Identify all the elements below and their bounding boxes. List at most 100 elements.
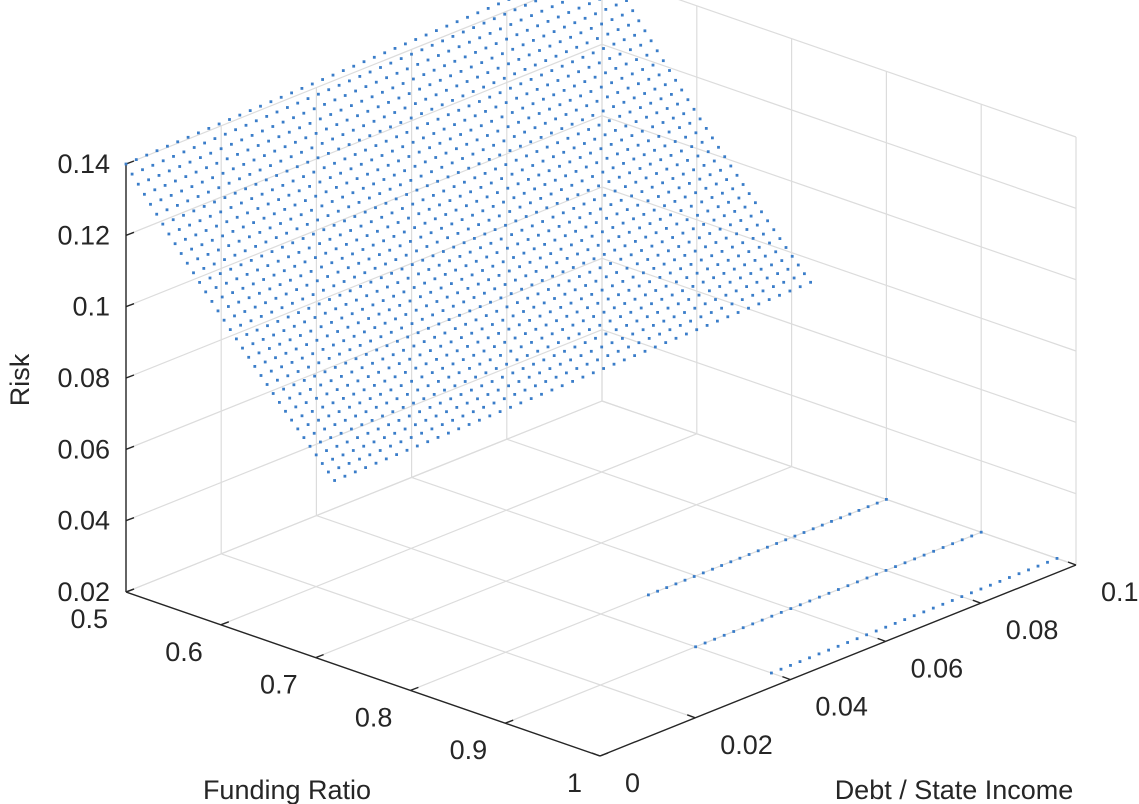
data-point: [884, 625, 888, 629]
data-point: [674, 336, 678, 340]
data-point: [571, 380, 574, 383]
data-point: [604, 332, 608, 336]
data-point: [730, 302, 734, 306]
data-point: [211, 176, 214, 180]
data-point: [685, 218, 689, 222]
data-point: [704, 127, 708, 130]
data-point: [629, 310, 633, 314]
data-point: [614, 328, 618, 332]
data-point: [617, 293, 620, 297]
data-point: [418, 87, 421, 91]
data-point: [458, 255, 462, 258]
data-point: [461, 358, 465, 361]
data-point: [314, 256, 317, 259]
data-point: [665, 167, 669, 171]
data-point: [630, 194, 633, 198]
data-point: [532, 247, 536, 251]
data-point: [287, 255, 290, 259]
data-point: [451, 35, 455, 38]
data-point: [508, 149, 512, 152]
data-point: [749, 214, 753, 218]
data-point: [501, 260, 505, 264]
data-point: [314, 453, 318, 457]
data-point: [724, 293, 728, 297]
data-point: [360, 423, 364, 427]
data-point: [457, 108, 461, 112]
data-point: [461, 30, 465, 34]
z-tick-label: 0.02: [57, 577, 110, 607]
data-point: [254, 245, 257, 248]
data-point: [325, 334, 329, 338]
data-point: [392, 173, 396, 177]
data-point: [617, 235, 621, 238]
data-point: [440, 165, 444, 169]
data-point: [471, 152, 475, 156]
data-point: [374, 405, 378, 409]
data-point: [465, 80, 469, 83]
data-point: [176, 204, 179, 207]
data-point: [711, 136, 714, 140]
data-point: [561, 0, 564, 4]
data-point: [302, 436, 306, 439]
data-point: [425, 245, 429, 248]
data-point: [290, 418, 293, 422]
data-point: [520, 287, 523, 291]
data-point: [124, 162, 128, 166]
data-point: [591, 51, 595, 55]
data-point: [589, 27, 593, 30]
data-point: [503, 283, 507, 286]
data-point: [626, 86, 630, 90]
data-point: [481, 269, 484, 272]
data-point: [463, 55, 467, 59]
data-point: [217, 186, 221, 190]
data-point: [423, 221, 427, 225]
data-point: [263, 360, 267, 364]
data-point: [310, 82, 314, 86]
data-point: [627, 345, 630, 349]
data-point: [471, 90, 475, 93]
data-point: [500, 115, 504, 119]
data-point: [415, 249, 418, 253]
data-point: [498, 91, 502, 95]
data-point: [200, 180, 204, 184]
data-point: [683, 311, 686, 314]
data-point: [755, 223, 759, 227]
data-point: [351, 128, 355, 132]
data-point: [510, 172, 514, 176]
data-point: [318, 117, 322, 121]
data-point: [340, 375, 343, 378]
data-point: [529, 140, 533, 144]
data-point: [547, 288, 550, 291]
data-point: [290, 91, 293, 95]
data-point: [659, 158, 663, 162]
data-point: [364, 353, 368, 356]
data-point: [699, 258, 703, 262]
data-point: [623, 302, 627, 305]
data-point: [216, 309, 220, 313]
data-point: [661, 59, 665, 63]
data-point: [672, 315, 676, 319]
data-point: [462, 300, 466, 304]
data-point: [525, 154, 528, 158]
data-point: [339, 108, 343, 112]
data-point: [349, 229, 352, 232]
data-point: [698, 236, 701, 240]
data-point: [266, 202, 270, 206]
data-point: [689, 319, 692, 323]
data-point: [375, 348, 379, 352]
data-point: [475, 138, 479, 142]
x-tick-label: 0.7: [260, 670, 298, 700]
data-point: [399, 121, 403, 124]
data-point: [716, 319, 719, 323]
data-point: [336, 270, 340, 274]
data-point: [441, 309, 445, 312]
data-point: [308, 444, 312, 448]
data-point: [262, 278, 265, 281]
data-point: [647, 139, 650, 143]
data-point: [567, 279, 571, 283]
data-point: [492, 81, 496, 85]
data-point: [372, 440, 376, 444]
data-point: [722, 214, 726, 218]
data-point: [270, 250, 274, 253]
data-point: [614, 3, 618, 7]
